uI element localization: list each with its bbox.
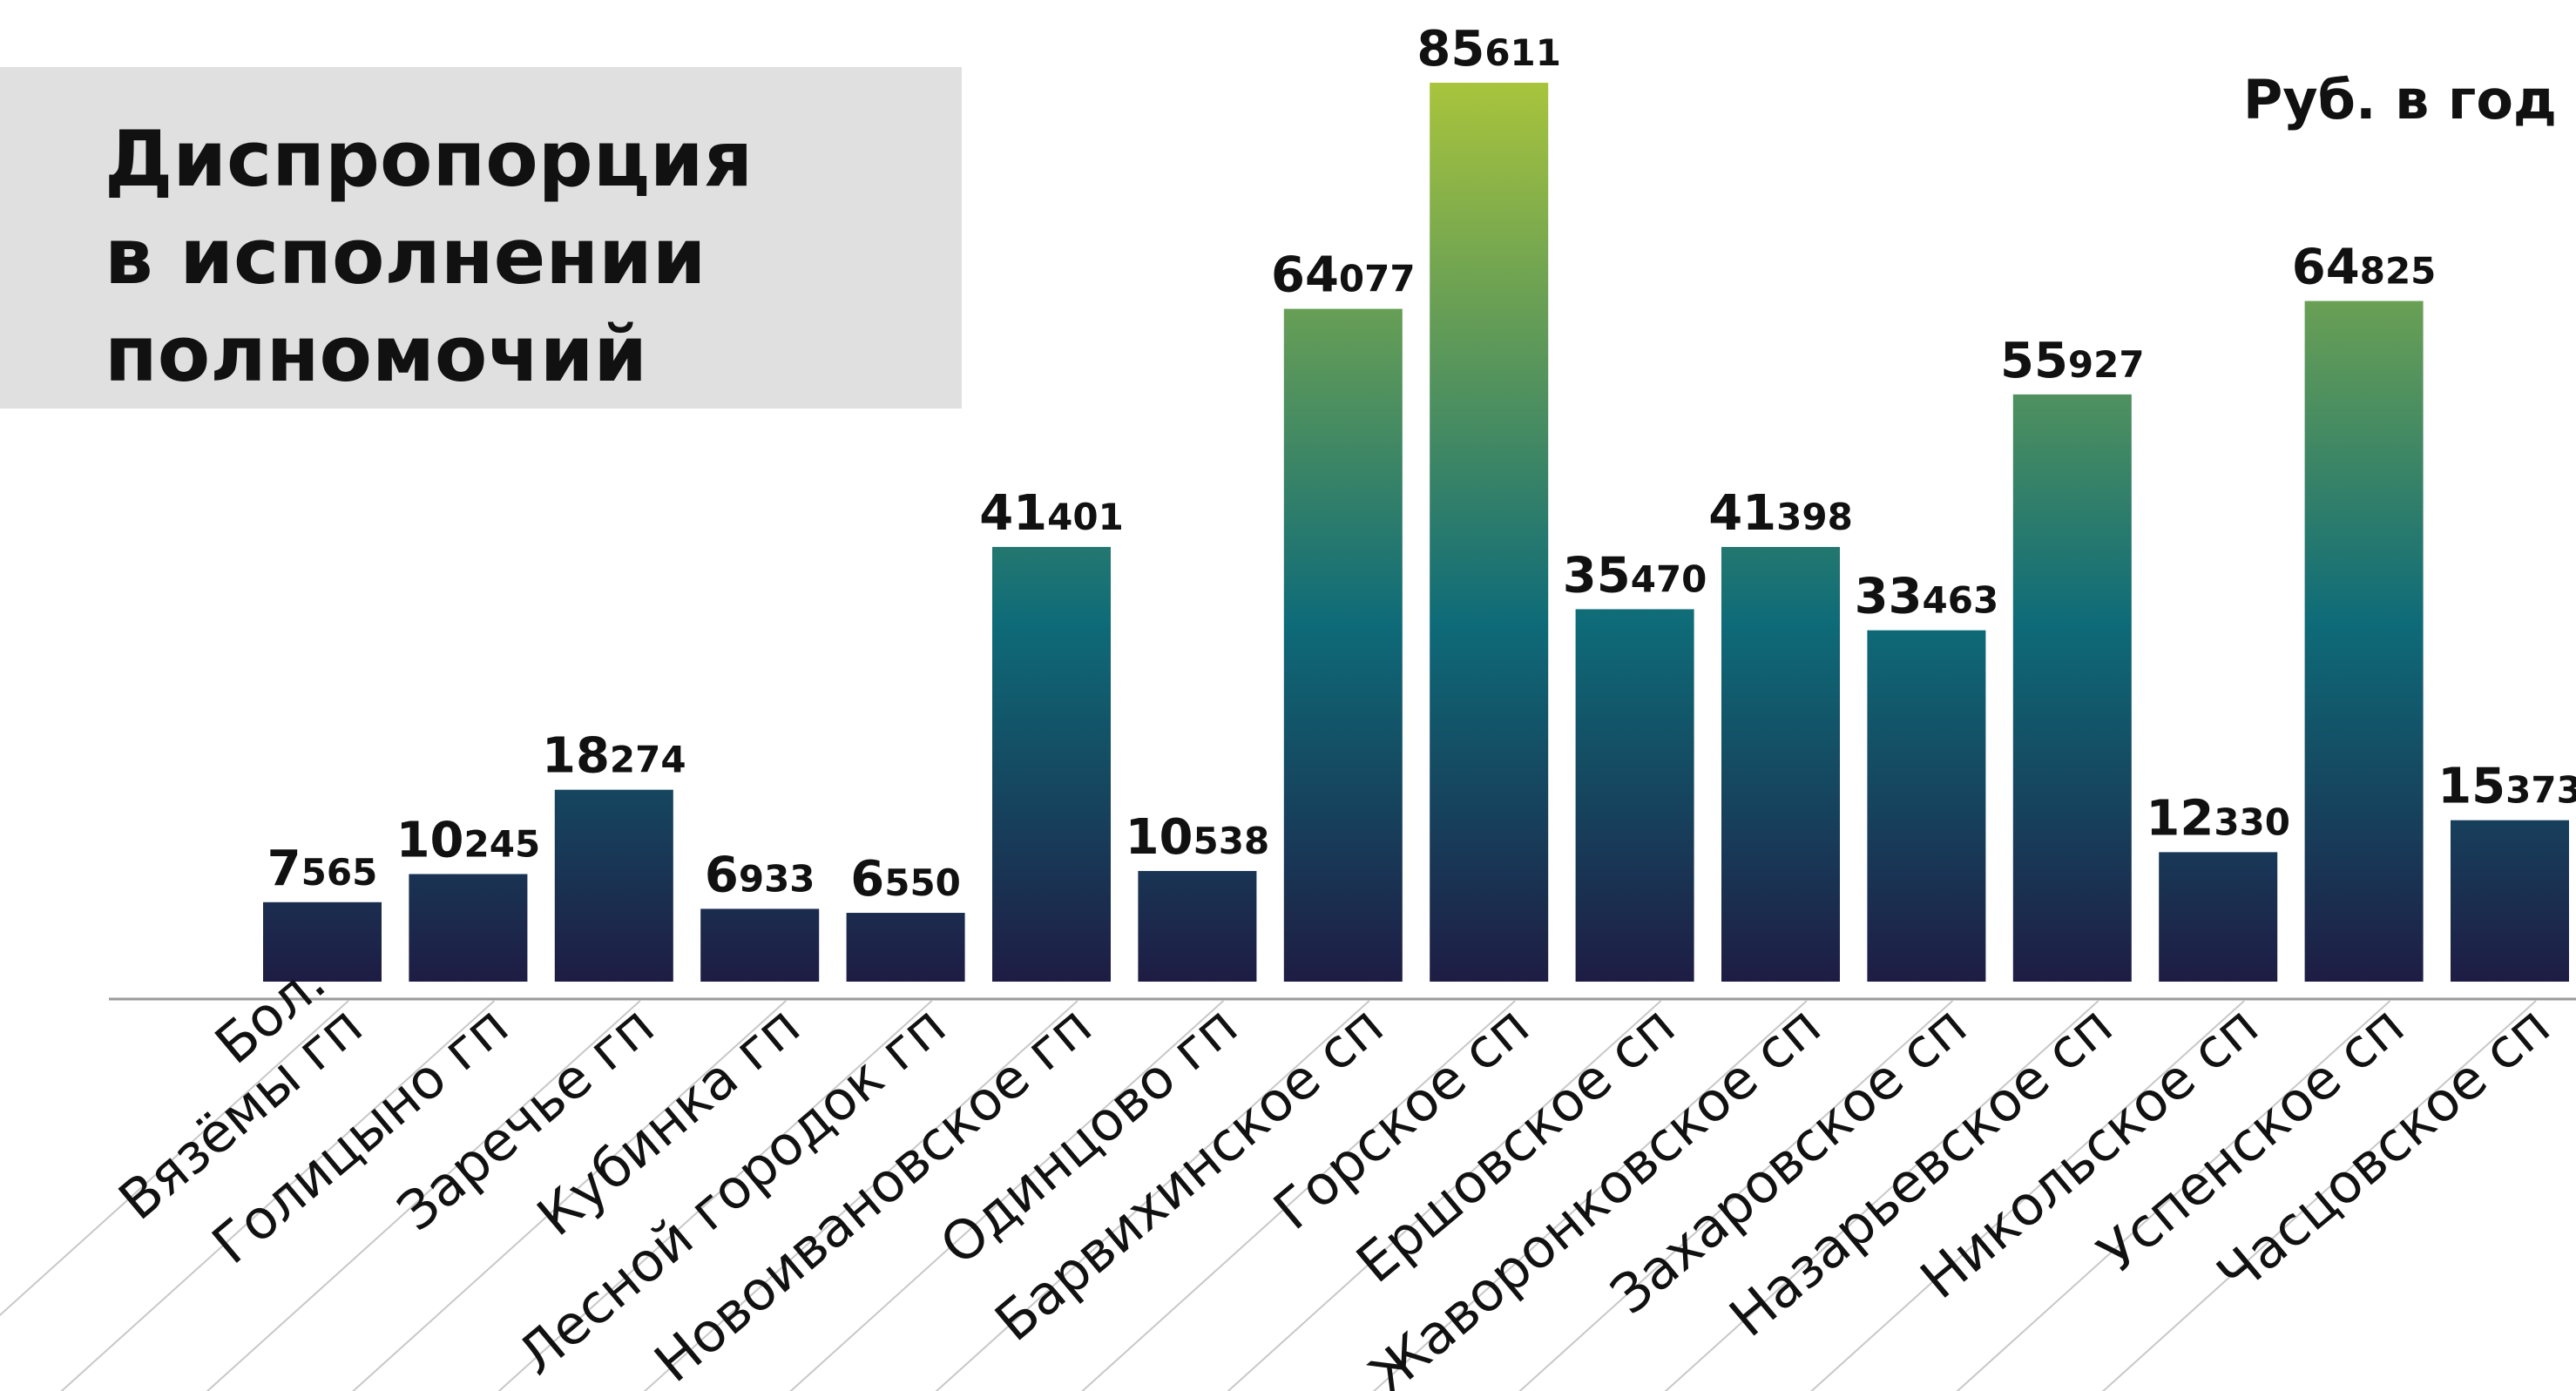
value-label: 85611 [1416, 21, 1561, 78]
bar [1430, 83, 1549, 982]
value-label-major: 7 [267, 841, 301, 897]
label-guide-line [643, 1000, 1078, 1391]
label-guide-line [206, 1000, 641, 1391]
bar [2304, 300, 2424, 982]
bar [1283, 308, 1403, 982]
value-label: 10538 [1126, 809, 1270, 866]
bar [992, 546, 1111, 982]
bar [1721, 546, 1840, 982]
value-label-minor: 933 [739, 857, 815, 900]
bar [846, 913, 965, 982]
value-label-minor: 077 [1339, 258, 1416, 300]
label-guide-line [1956, 1000, 2391, 1391]
title-line-2: в исполнении [105, 212, 707, 301]
value-label: 41401 [979, 485, 1124, 542]
unit-label: Руб. в год [2242, 68, 2557, 132]
value-label-minor: 611 [1484, 31, 1561, 74]
value-label: 64825 [2292, 240, 2437, 296]
value-label-major: 41 [1708, 485, 1776, 542]
title-box: Диспропорция в исполнении полномочий [0, 67, 962, 409]
value-label-major: 55 [2000, 333, 2068, 389]
value-label: 10245 [396, 813, 541, 869]
value-label: 6550 [850, 851, 961, 908]
bar [1575, 609, 1694, 982]
label-guide-line [935, 1000, 1370, 1391]
value-label-minor: 330 [2214, 800, 2290, 843]
value-label-major: 10 [396, 813, 464, 869]
value-label-minor: 463 [1923, 579, 1999, 622]
label-guide-line [1372, 1000, 1808, 1391]
value-label-minor: 398 [1776, 496, 1853, 538]
value-label-minor: 550 [884, 861, 961, 904]
value-label: 55927 [2000, 333, 2145, 389]
label-guide-line [789, 1000, 1225, 1391]
value-label-major: 41 [979, 485, 1047, 542]
label-guide-line [1227, 1000, 1662, 1391]
value-label: 15373 [2437, 759, 2576, 815]
value-label-major: 64 [2292, 240, 2360, 296]
label-guide-line [1810, 1000, 2245, 1391]
value-label-minor: 401 [1047, 496, 1124, 538]
bar [263, 901, 382, 982]
value-label: 18274 [542, 728, 686, 785]
value-label: 12330 [2146, 790, 2290, 847]
label-guide-line [1664, 1000, 2099, 1391]
title-line-1: Диспропорция [105, 114, 754, 204]
label-guide-line [2101, 1000, 2537, 1391]
value-label: 33463 [1855, 569, 1999, 625]
value-label-major: 85 [1416, 21, 1484, 78]
value-label-major: 10 [1126, 809, 1193, 866]
label-guide-line [0, 1000, 349, 1317]
value-label-minor: 245 [464, 823, 541, 866]
label-guide-line [352, 1000, 787, 1391]
value-label-major: 33 [1855, 569, 1923, 625]
label-guides [0, 1000, 2537, 1391]
value-label: 64077 [1271, 247, 1416, 304]
bar [409, 874, 528, 982]
bar [554, 789, 673, 982]
value-label-minor: 470 [1631, 557, 1707, 600]
value-label-minor: 565 [301, 851, 378, 894]
value-label-major: 15 [2437, 759, 2505, 815]
value-label-minor: 538 [1193, 820, 1270, 862]
value-label-major: 6 [705, 847, 739, 903]
label-guide-line [497, 1000, 933, 1391]
value-label: 41398 [1708, 485, 1853, 542]
value-label-major: 64 [1271, 247, 1339, 304]
bar [2012, 394, 2132, 982]
value-label-major: 18 [542, 728, 610, 785]
value-label-minor: 927 [2068, 343, 2145, 386]
value-label: 6933 [705, 847, 815, 903]
bar [700, 908, 820, 982]
bar [1867, 630, 1986, 982]
value-label: 7565 [267, 841, 378, 897]
title-line-3: полномочий [105, 309, 648, 399]
value-label-minor: 825 [2360, 250, 2437, 293]
label-guide-line [60, 1000, 496, 1391]
label-guide-line [1518, 1000, 1954, 1391]
label-guide-line [1081, 1000, 1516, 1391]
bar [1138, 870, 1257, 982]
bar [2159, 852, 2278, 982]
value-label-major: 35 [1563, 547, 1631, 604]
value-label-major: 6 [850, 851, 884, 908]
value-label-minor: 373 [2505, 769, 2576, 812]
value-label-minor: 274 [610, 739, 686, 781]
value-label-major: 12 [2146, 790, 2214, 847]
bar [2451, 820, 2569, 982]
value-label: 35470 [1563, 547, 1707, 604]
